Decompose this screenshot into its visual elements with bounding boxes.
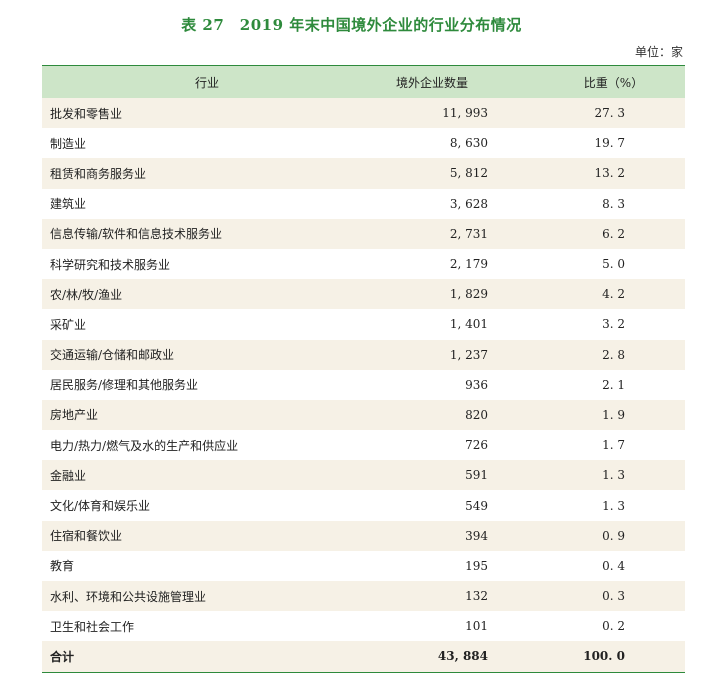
row-industry: 科学研究和技术服务业 <box>50 257 171 272</box>
industry-table: 行业 境外企业数量 比重（%） 批发和零售业 11, 993 27. 3 制造业… <box>42 65 685 673</box>
row-count: 5, 812 <box>449 166 488 181</box>
table-row: 建筑业 3, 628 8. 3 <box>42 188 685 219</box>
row-industry: 批发和零售业 <box>50 106 123 121</box>
row-share: 19. 7 <box>594 136 625 151</box>
table-row: 批发和零售业 11, 993 27. 3 <box>42 98 685 129</box>
table-row: 文化/体育和娱乐业 549 1. 3 <box>42 490 685 521</box>
table-row: 金融业 591 1. 3 <box>42 460 685 491</box>
row-count: 11, 993 <box>442 106 488 121</box>
table-row: 居民服务/修理和其他服务业 936 2. 1 <box>42 369 685 400</box>
row-share: 0. 4 <box>602 558 625 573</box>
row-count: 1, 237 <box>449 347 488 362</box>
row-share: 3. 2 <box>602 317 625 332</box>
row-count: 8, 630 <box>449 136 488 151</box>
table-row: 卫生和社会工作 101 0. 2 <box>42 611 685 642</box>
row-share: 1. 9 <box>602 407 625 422</box>
total-label: 合计 <box>50 649 75 664</box>
row-industry: 信息传输/软件和信息技术服务业 <box>50 227 223 242</box>
row-share: 0. 2 <box>602 619 625 634</box>
row-industry: 教育 <box>50 559 75 574</box>
row-industry: 采矿业 <box>50 317 87 332</box>
table-row: 电力/热力/燃气及水的生产和供应业 726 1. 7 <box>42 430 685 461</box>
row-count: 3, 628 <box>449 196 488 211</box>
row-share: 0. 3 <box>602 589 625 604</box>
row-count: 936 <box>465 377 488 392</box>
table-header-row: 行业 境外企业数量 比重（%） <box>42 66 685 98</box>
row-count: 2, 179 <box>449 257 488 272</box>
row-count: 591 <box>465 468 488 483</box>
row-count: 195 <box>465 558 488 573</box>
table-row: 制造业 8, 630 19. 7 <box>42 128 685 159</box>
row-industry: 水利、环境和公共设施管理业 <box>50 589 207 604</box>
table-row: 信息传输/软件和信息技术服务业 2, 731 6. 2 <box>42 218 685 249</box>
row-industry: 交通运输/仓储和邮政业 <box>50 348 175 363</box>
row-count: 1, 829 <box>449 287 488 302</box>
row-industry: 文化/体育和娱乐业 <box>50 499 151 514</box>
table-row: 教育 195 0. 4 <box>42 550 685 581</box>
row-industry: 租赁和商务服务业 <box>50 166 147 181</box>
row-industry: 房地产业 <box>50 408 99 423</box>
table-row: 水利、环境和公共设施管理业 132 0. 3 <box>42 581 685 612</box>
header-count: 境外企业数量 <box>395 75 468 90</box>
row-count: 549 <box>465 498 488 513</box>
table-row: 房地产业 820 1. 9 <box>42 399 685 431</box>
row-share: 2. 1 <box>602 377 625 392</box>
row-industry: 金融业 <box>50 468 87 483</box>
table-row: 采矿业 1, 401 3. 2 <box>42 309 685 340</box>
total-share: 100. 0 <box>583 649 625 664</box>
unit-label: 单位：家 <box>634 45 683 59</box>
row-industry: 卫生和社会工作 <box>50 619 135 634</box>
row-share: 6. 2 <box>602 226 625 241</box>
row-industry: 居民服务/修理和其他服务业 <box>50 378 199 393</box>
header-share: 比重（%） <box>583 75 644 90</box>
row-industry: 农/林/牧/渔业 <box>50 287 123 302</box>
row-share: 1. 7 <box>602 438 625 453</box>
row-count: 2, 731 <box>449 226 488 241</box>
row-industry: 住宿和餐饮业 <box>50 529 123 544</box>
row-share: 5. 0 <box>602 257 625 272</box>
row-industry: 建筑业 <box>50 197 87 212</box>
row-count: 132 <box>465 589 488 604</box>
table-row: 科学研究和技术服务业 2, 179 5. 0 <box>42 248 685 280</box>
row-count: 726 <box>465 438 488 453</box>
row-count: 1, 401 <box>449 317 488 332</box>
table-row: 租赁和商务服务业 5, 812 13. 2 <box>42 158 685 189</box>
total-count: 43, 884 <box>437 649 488 664</box>
row-share: 2. 8 <box>602 347 625 362</box>
table-row: 交通运输/仓储和邮政业 1, 237 2. 8 <box>42 339 685 370</box>
table-title: 表 27 2019 年末中国境外企业的行业分布情况 <box>181 16 522 34</box>
row-share: 0. 9 <box>602 528 625 543</box>
row-industry: 电力/热力/燃气及水的生产和供应业 <box>50 438 239 453</box>
table-row: 住宿和餐饮业 394 0. 9 <box>42 520 685 551</box>
row-count: 101 <box>465 619 488 634</box>
row-share: 13. 2 <box>594 166 625 181</box>
row-share: 4. 2 <box>602 287 625 302</box>
row-share: 8. 3 <box>602 196 625 211</box>
row-industry: 制造业 <box>50 136 87 151</box>
header-industry: 行业 <box>194 75 219 90</box>
row-share: 1. 3 <box>602 498 625 513</box>
row-share: 27. 3 <box>594 106 625 121</box>
row-share: 1. 3 <box>602 468 625 483</box>
row-count: 820 <box>465 407 488 422</box>
table-total-row: 合计 43, 884 100. 0 <box>42 641 685 672</box>
row-count: 394 <box>465 528 488 543</box>
table-row: 农/林/牧/渔业 1, 829 4. 2 <box>42 279 685 310</box>
